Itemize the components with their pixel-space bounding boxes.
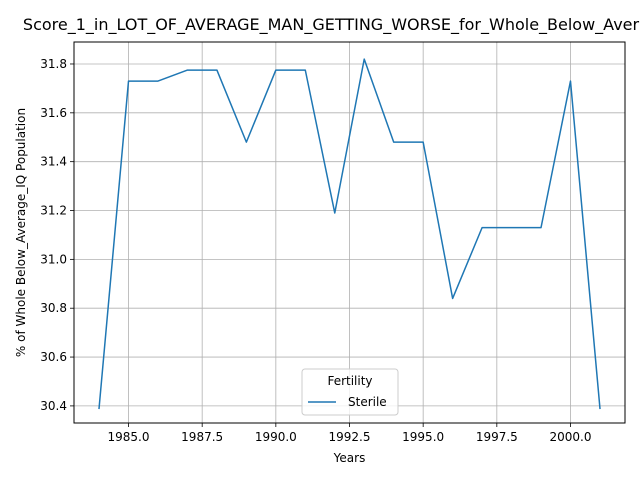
x-tick-label: 1997.5: [476, 430, 518, 444]
legend-box: [301, 368, 399, 416]
x-tick-label: 1985.0: [108, 430, 150, 444]
legend-title: Fertility: [327, 374, 372, 388]
x-axis-label: Years: [333, 451, 366, 465]
legend: Fertility Sterile: [301, 368, 399, 416]
x-tick-label: 2000.0: [549, 430, 591, 444]
y-tick-label: 30.6: [40, 350, 67, 364]
y-tick-label: 31.0: [40, 252, 67, 266]
x-tick-label: 1995.0: [402, 430, 444, 444]
y-tick-label: 31.2: [40, 204, 67, 218]
x-tick-label: 1987.5: [181, 430, 223, 444]
y-axis-label: % of Whole Below_Average_IQ Population: [14, 108, 28, 357]
y-tick-label: 30.8: [40, 301, 67, 315]
x-axis-ticks: 1985.0 1987.5 1990.0 1992.5 1995.0 1997.5 2000…: [108, 423, 591, 444]
series-line-sterile: [98, 58, 601, 410]
y-tick-label: 31.6: [40, 106, 67, 120]
legend-label-sterile: Sterile: [348, 395, 387, 409]
y-tick-label: 31.8: [40, 57, 67, 71]
y-axis-ticks: 30.4 30.6 30.8 31.0 31.2 31.4 31.6 31.8: [40, 57, 74, 413]
x-tick-label: 1992.5: [329, 430, 371, 444]
grid-lines: [74, 42, 625, 423]
chart-title: Score_1_in_LOT_OF_AVERAGE_MAN_GETTING_WO…: [23, 15, 640, 35]
y-tick-label: 31.4: [40, 155, 67, 169]
y-tick-label: 30.4: [40, 399, 67, 413]
series-lines: [98, 58, 601, 410]
x-tick-label: 1990.0: [255, 430, 297, 444]
